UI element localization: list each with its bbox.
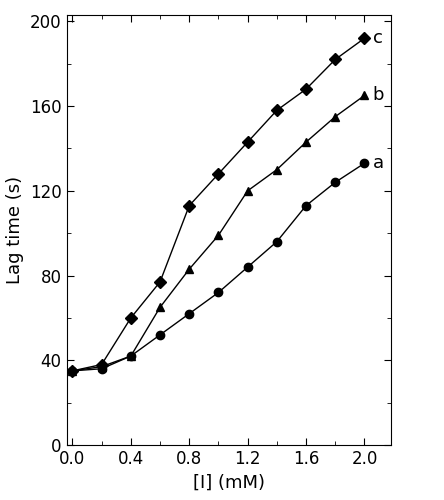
Text: b: b: [373, 86, 384, 104]
X-axis label: [I] (mM): [I] (mM): [193, 474, 265, 492]
Text: a: a: [373, 154, 384, 172]
Text: c: c: [373, 30, 383, 48]
Y-axis label: Lag time (s): Lag time (s): [6, 176, 24, 284]
